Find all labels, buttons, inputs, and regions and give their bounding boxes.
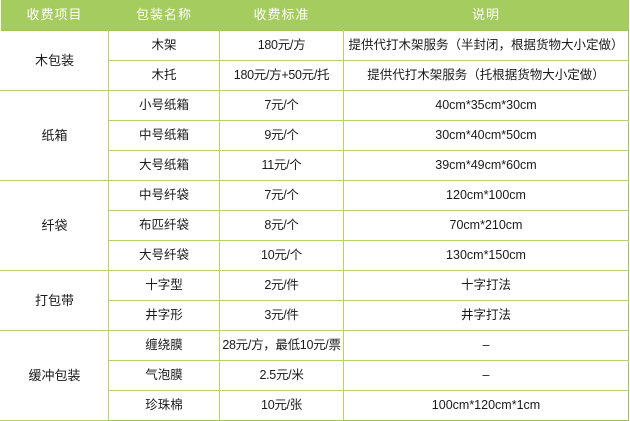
cell-price: 11元/个 <box>219 150 344 181</box>
cell-description: 十字打法 <box>343 270 629 301</box>
cell-price: 7元/个 <box>219 90 344 121</box>
cell-package-name: 珍珠棉 <box>108 390 220 421</box>
cell-package-name: 气泡膜 <box>108 360 220 391</box>
cell-price: 8元/个 <box>219 210 344 241</box>
column-header-item: 收费项目 <box>0 0 109 31</box>
cell-description: – <box>343 330 629 361</box>
cell-description: 提供代打木架服务（半封闭，根据货物大小定做） <box>343 30 629 61</box>
cell-description: 100cm*120cm*1cm <box>343 390 629 421</box>
table-row: 木托 180元/方+50元/托 提供代打木架服务（托根据货物大小定做） <box>1 60 629 91</box>
cell-package-name: 大号纤袋 <box>108 240 220 271</box>
cell-price: 2.5元/米 <box>219 360 344 391</box>
cell-price: 180元/方+50元/托 <box>219 60 344 91</box>
group-label: 木包装 <box>0 30 109 91</box>
cell-price: 2元/件 <box>219 270 344 301</box>
column-header-price: 收费标准 <box>219 0 344 31</box>
table-row: 布匹纤袋 8元/个 70cm*210cm <box>1 210 629 241</box>
cell-description: 130cm*150cm <box>343 240 629 271</box>
cell-description: 提供代打木架服务（托根据货物大小定做） <box>343 60 629 91</box>
group-label: 纤袋 <box>0 180 109 271</box>
cell-package-name: 中号纤袋 <box>108 180 220 211</box>
table-header-row: 收费项目 包装名称 收费标准 说明 <box>0 0 629 31</box>
cell-package-name: 大号纸箱 <box>108 150 220 181</box>
table-row: 纸箱 小号纸箱 7元/个 40cm*35cm*30cm <box>0 90 629 181</box>
cell-package-name: 十字型 <box>108 270 220 301</box>
group-label: 纸箱 <box>0 90 109 181</box>
cell-price: 9元/个 <box>219 120 344 151</box>
table-body: 木包装 木架 180元/方 提供代打木架服务（半封闭，根据货物大小定做） 木托 180元/… <box>0 30 629 421</box>
cell-description: 30cm*40cm*50cm <box>343 120 629 151</box>
cell-price: 10元/张 <box>219 390 344 421</box>
cell-package-name: 木托 <box>108 60 220 91</box>
table-row: 纤袋 中号纤袋 7元/个 120cm*100cm <box>0 180 629 271</box>
cell-description: – <box>343 360 629 391</box>
table-row: 大号纤袋 10元/个 130cm*150cm <box>1 240 629 271</box>
table-row: 缓冲包装 缠绕膜 28元/方，最低10元/票 – <box>0 330 629 421</box>
cell-description: 120cm*100cm <box>343 180 629 211</box>
cell-package-name: 小号纸箱 <box>108 90 220 121</box>
cell-price: 180元/方 <box>219 30 344 61</box>
table-row: 气泡膜 2.5元/米 – <box>1 360 629 391</box>
cell-description: 井字打法 <box>343 300 629 331</box>
cell-price: 7元/个 <box>219 180 344 211</box>
table-row: 中号纸箱 9元/个 30cm*40cm*50cm <box>1 120 629 151</box>
table-row: 打包带 十字型 2元/件 十字打法 <box>0 270 629 331</box>
cell-description: 70cm*210cm <box>343 210 629 241</box>
cell-price: 3元/件 <box>219 300 344 331</box>
cell-description: 39cm*49cm*60cm <box>343 150 629 181</box>
table-row: 井字形 3元/件 井字打法 <box>1 300 629 331</box>
table-row: 木包装 木架 180元/方 提供代打木架服务（半封闭，根据货物大小定做） <box>0 30 629 91</box>
group-label: 缓冲包装 <box>0 330 109 421</box>
cell-package-name: 中号纸箱 <box>108 120 220 151</box>
group-label: 打包带 <box>0 270 109 331</box>
cell-package-name: 井字形 <box>108 300 220 331</box>
column-header-description: 说明 <box>343 0 629 31</box>
cell-price: 10元/个 <box>219 240 344 271</box>
cell-package-name: 木架 <box>108 30 220 61</box>
cell-price: 28元/方，最低10元/票 <box>219 330 344 361</box>
cell-package-name: 缠绕膜 <box>108 330 220 361</box>
table-header: 收费项目 包装名称 收费标准 说明 <box>0 0 629 31</box>
column-header-package-name: 包装名称 <box>108 0 220 31</box>
cell-description: 40cm*35cm*30cm <box>343 90 629 121</box>
table-row: 大号纸箱 11元/个 39cm*49cm*60cm <box>1 150 629 181</box>
cell-package-name: 布匹纤袋 <box>108 210 220 241</box>
